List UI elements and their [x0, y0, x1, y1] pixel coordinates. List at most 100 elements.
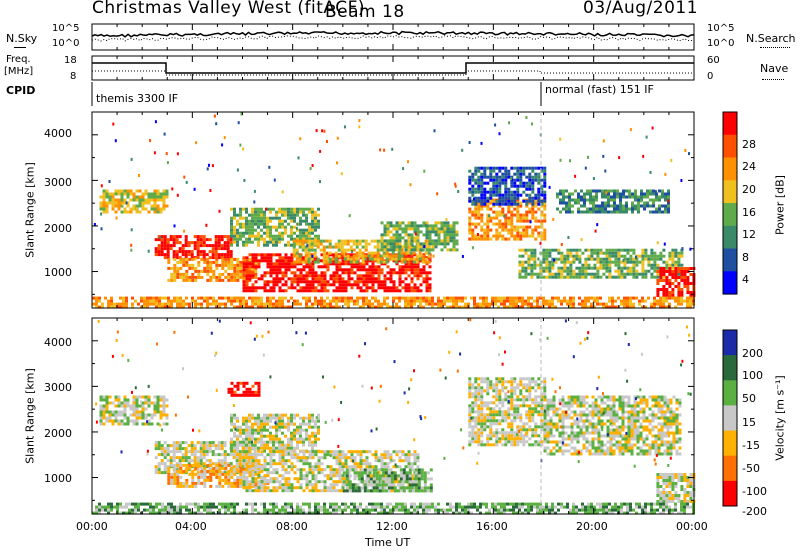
power-cell	[613, 210, 616, 214]
velocity-cell	[227, 484, 231, 488]
power-cell	[281, 262, 285, 266]
power-cell	[311, 277, 315, 281]
power-cell	[662, 296, 665, 300]
power-cell	[428, 265, 432, 269]
power-cell	[251, 271, 255, 275]
power-cell	[141, 204, 145, 208]
velocity-cell	[299, 422, 302, 426]
power-cell	[604, 204, 607, 208]
power-cell	[452, 236, 456, 240]
power-cell	[254, 272, 258, 276]
power-cell	[263, 222, 266, 226]
power-scatter-cell	[335, 161, 338, 165]
power-cell	[266, 231, 269, 235]
power-cell	[513, 178, 517, 182]
velocity-cell	[257, 431, 260, 435]
power-cell	[468, 219, 472, 223]
power-cell	[311, 280, 315, 284]
power-cell	[404, 296, 407, 300]
power-cell	[272, 271, 276, 275]
power-cell	[419, 299, 422, 303]
power-cell	[242, 268, 246, 272]
velocity-cell	[281, 468, 285, 472]
power-cell	[371, 268, 375, 272]
power-cell	[492, 181, 496, 185]
velocity-cell	[341, 477, 345, 481]
power-cell	[245, 265, 249, 269]
velocity-cell	[223, 456, 227, 460]
power-cell	[334, 257, 338, 261]
velocity-cell	[211, 462, 215, 466]
power-cell	[586, 210, 589, 214]
velocity-cell	[320, 480, 324, 484]
power-scatter-cell	[602, 154, 605, 158]
power-cell	[398, 277, 402, 281]
power-cell	[326, 302, 329, 306]
power-cell	[202, 244, 206, 248]
power-cell	[229, 238, 233, 242]
power-cell	[126, 201, 130, 205]
power-cell	[498, 178, 502, 182]
power-cell	[482, 305, 485, 309]
velocity-cell	[296, 443, 299, 447]
power-cell	[266, 243, 269, 247]
power-cell	[644, 248, 648, 252]
power-cell	[340, 245, 344, 249]
power-cell	[512, 296, 515, 300]
power-cell	[359, 277, 363, 281]
power-cell	[317, 280, 321, 284]
velocity-cell	[284, 483, 288, 487]
power-cell	[562, 207, 565, 211]
power-cell	[471, 222, 475, 226]
power-cell	[272, 302, 275, 306]
power-cell	[296, 210, 299, 214]
power-cell	[632, 266, 636, 270]
power-cell	[281, 207, 284, 211]
power-cell	[623, 266, 627, 270]
power-cell	[220, 256, 224, 260]
power-cell	[527, 248, 531, 252]
power-cell	[111, 192, 115, 196]
velocity-cell	[173, 469, 177, 473]
power-cell	[392, 224, 396, 228]
power-cell	[540, 199, 544, 203]
power-cell	[622, 204, 625, 208]
power-cell	[661, 195, 664, 199]
power-cell	[491, 299, 494, 303]
power-cell	[266, 280, 270, 284]
power-cell	[281, 219, 284, 223]
velocity-cell	[212, 469, 216, 473]
velocity-cell	[260, 466, 264, 470]
velocity-cell	[169, 459, 173, 463]
power-cell	[275, 268, 279, 272]
power-cell	[230, 207, 233, 211]
velocity-cell	[341, 462, 345, 466]
power-cell	[461, 305, 464, 309]
power-cell	[123, 192, 127, 196]
power-cell	[425, 283, 429, 287]
velocity-cell	[290, 483, 294, 487]
power-cell	[338, 274, 342, 278]
power-cell	[521, 254, 525, 258]
power-cell	[355, 239, 359, 243]
power-cell	[377, 265, 381, 269]
velocity-cell	[275, 428, 278, 432]
power-cell	[175, 256, 179, 260]
velocity-cell	[117, 410, 121, 414]
power-cell	[257, 225, 260, 229]
power-cell	[607, 189, 610, 193]
power-cell	[560, 269, 564, 273]
power-cell	[248, 225, 251, 229]
power-cell	[206, 302, 209, 306]
power-scatter-cell	[454, 182, 457, 186]
power-cell	[563, 263, 567, 267]
power-cell	[559, 210, 562, 214]
power-scatter-cell	[592, 177, 595, 180]
power-cell	[568, 201, 571, 205]
velocity-cell	[144, 395, 148, 399]
power-cell	[356, 302, 359, 306]
power-cell	[166, 241, 170, 245]
power-cell	[623, 248, 627, 252]
power-cell	[404, 265, 408, 269]
power-cell	[574, 198, 577, 202]
